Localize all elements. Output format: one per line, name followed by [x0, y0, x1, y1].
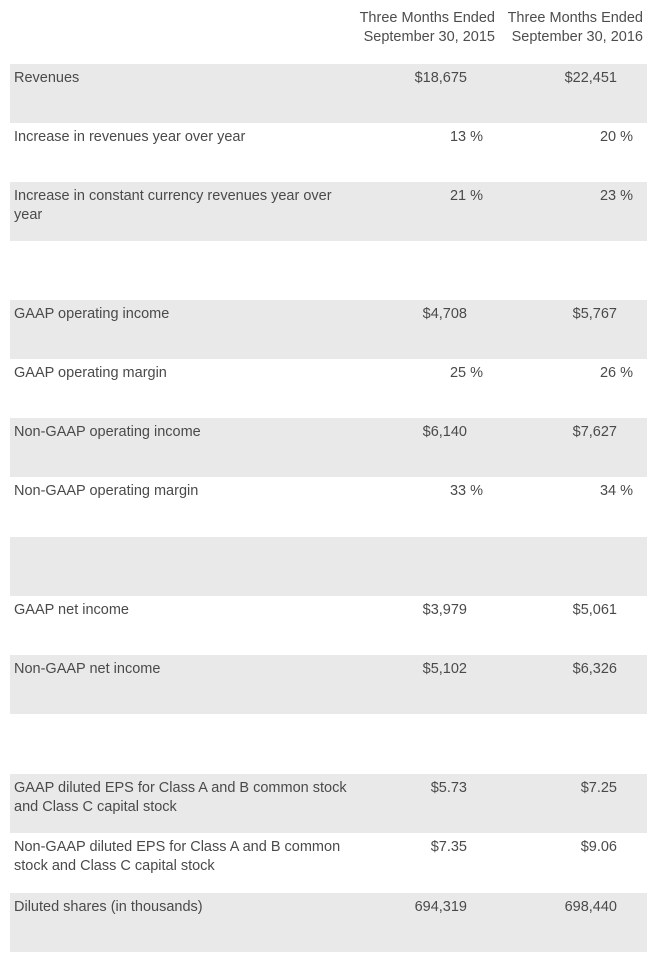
value-2016: $6,326: [572, 661, 617, 677]
table-row-non-gaap-diluted-eps: Non-GAAP diluted EPS for Class A and B c…: [10, 833, 647, 892]
table-row-spacer: [10, 537, 647, 596]
table-row-gaap-operating-margin: GAAP operating margin 25 % 26 %: [10, 359, 647, 418]
row-label: GAAP operating income: [14, 306, 170, 322]
value-2016: 34 %: [599, 483, 633, 499]
table-row-revenues: Revenues $18,675 $22,451: [10, 64, 647, 123]
table-row-gaap-diluted-eps: GAAP diluted EPS for Class A and B commo…: [10, 774, 647, 833]
value-2016: $5,061: [572, 602, 617, 618]
value-2016: 26 %: [599, 365, 633, 381]
row-label: Non-GAAP net income: [14, 661, 161, 677]
column-header-2015-line1: Three Months Ended: [359, 10, 495, 26]
table-row-gaap-net-income: GAAP net income $3,979 $5,061: [10, 596, 647, 655]
value-2016: $5,767: [572, 306, 617, 322]
table-row-gaap-operating-income: GAAP operating income $4,708 $5,767: [10, 300, 647, 359]
value-2015: $5,102: [422, 661, 467, 677]
table-row-non-gaap-net-income: Non-GAAP net income $5,102 $6,326: [10, 655, 647, 714]
row-label: Non-GAAP operating margin: [14, 483, 199, 499]
row-label: Increase in revenues year over year: [14, 129, 246, 145]
column-header-2015: Three Months Ended September 30, 2015: [360, 9, 495, 47]
value-2016: 20 %: [599, 129, 633, 145]
column-header-2016: Three Months Ended September 30, 2016: [508, 9, 643, 47]
value-2016: 698,440: [564, 899, 617, 915]
row-label: GAAP diluted EPS for Class A and B commo…: [14, 780, 347, 815]
value-2015: $3,979: [422, 602, 467, 618]
row-label: Revenues: [14, 70, 80, 86]
table-row-non-gaap-operating-income: Non-GAAP operating income $6,140 $7,627: [10, 418, 647, 477]
value-2015: $7.35: [430, 839, 467, 855]
table-header: Three Months Ended September 30, 2015 Th…: [0, 0, 655, 64]
value-2016: $7,627: [572, 424, 617, 440]
table-row-spacer: [10, 241, 647, 300]
row-label: GAAP operating margin: [14, 365, 167, 381]
column-header-2016-line1: Three Months Ended: [507, 10, 643, 26]
value-2015: $4,708: [422, 306, 467, 322]
column-header-2016-line2: September 30, 2016: [511, 29, 643, 45]
value-2015: 21 %: [449, 188, 483, 204]
table-row-revenue-increase: Increase in revenues year over year 13 %…: [10, 123, 647, 182]
value-2015: 33 %: [449, 483, 483, 499]
row-label: Increase in constant currency revenues y…: [14, 188, 332, 223]
row-label: Non-GAAP diluted EPS for Class A and B c…: [14, 839, 341, 874]
row-label: Diluted shares (in thousands): [14, 899, 203, 915]
column-header-2015-line2: September 30, 2015: [363, 29, 495, 45]
value-2016: 23 %: [599, 188, 633, 204]
value-2015: 25 %: [449, 365, 483, 381]
table-row-diluted-shares: Diluted shares (in thousands) 694,319 69…: [10, 893, 647, 952]
table-row-spacer: [10, 714, 647, 773]
value-2016: $7.25: [580, 780, 617, 796]
table-row-constant-currency-increase: Increase in constant currency revenues y…: [10, 182, 647, 241]
row-label: Non-GAAP operating income: [14, 424, 201, 440]
row-label: GAAP net income: [14, 602, 129, 618]
value-2016: $22,451: [564, 70, 617, 86]
value-2015: 694,319: [414, 899, 467, 915]
value-2015: $18,675: [414, 70, 467, 86]
value-2016: $9.06: [580, 839, 617, 855]
value-2015: $6,140: [422, 424, 467, 440]
value-2015: $5.73: [430, 780, 467, 796]
value-2015: 13 %: [449, 129, 483, 145]
table-row-non-gaap-operating-margin: Non-GAAP operating margin 33 % 34 %: [10, 477, 647, 536]
